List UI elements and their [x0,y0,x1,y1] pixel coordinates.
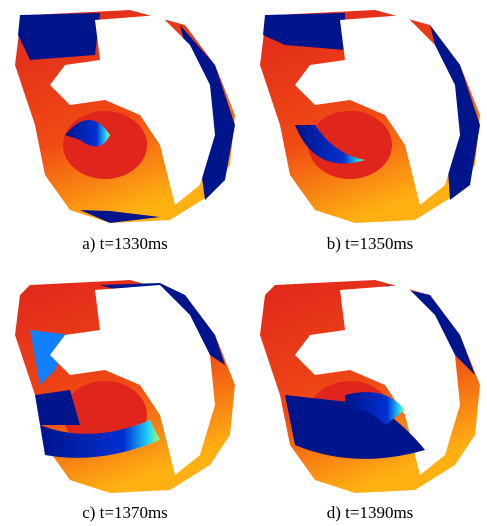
panel-a [15,10,235,223]
caption: a) t=1330ms [82,234,168,253]
panel-c [15,280,235,493]
caption: c) t=1370ms [82,503,168,522]
panel-d [260,280,480,493]
caption: b) t=1350ms [327,234,414,253]
panel-b [260,10,480,223]
caption: d) t=1390ms [327,503,414,522]
